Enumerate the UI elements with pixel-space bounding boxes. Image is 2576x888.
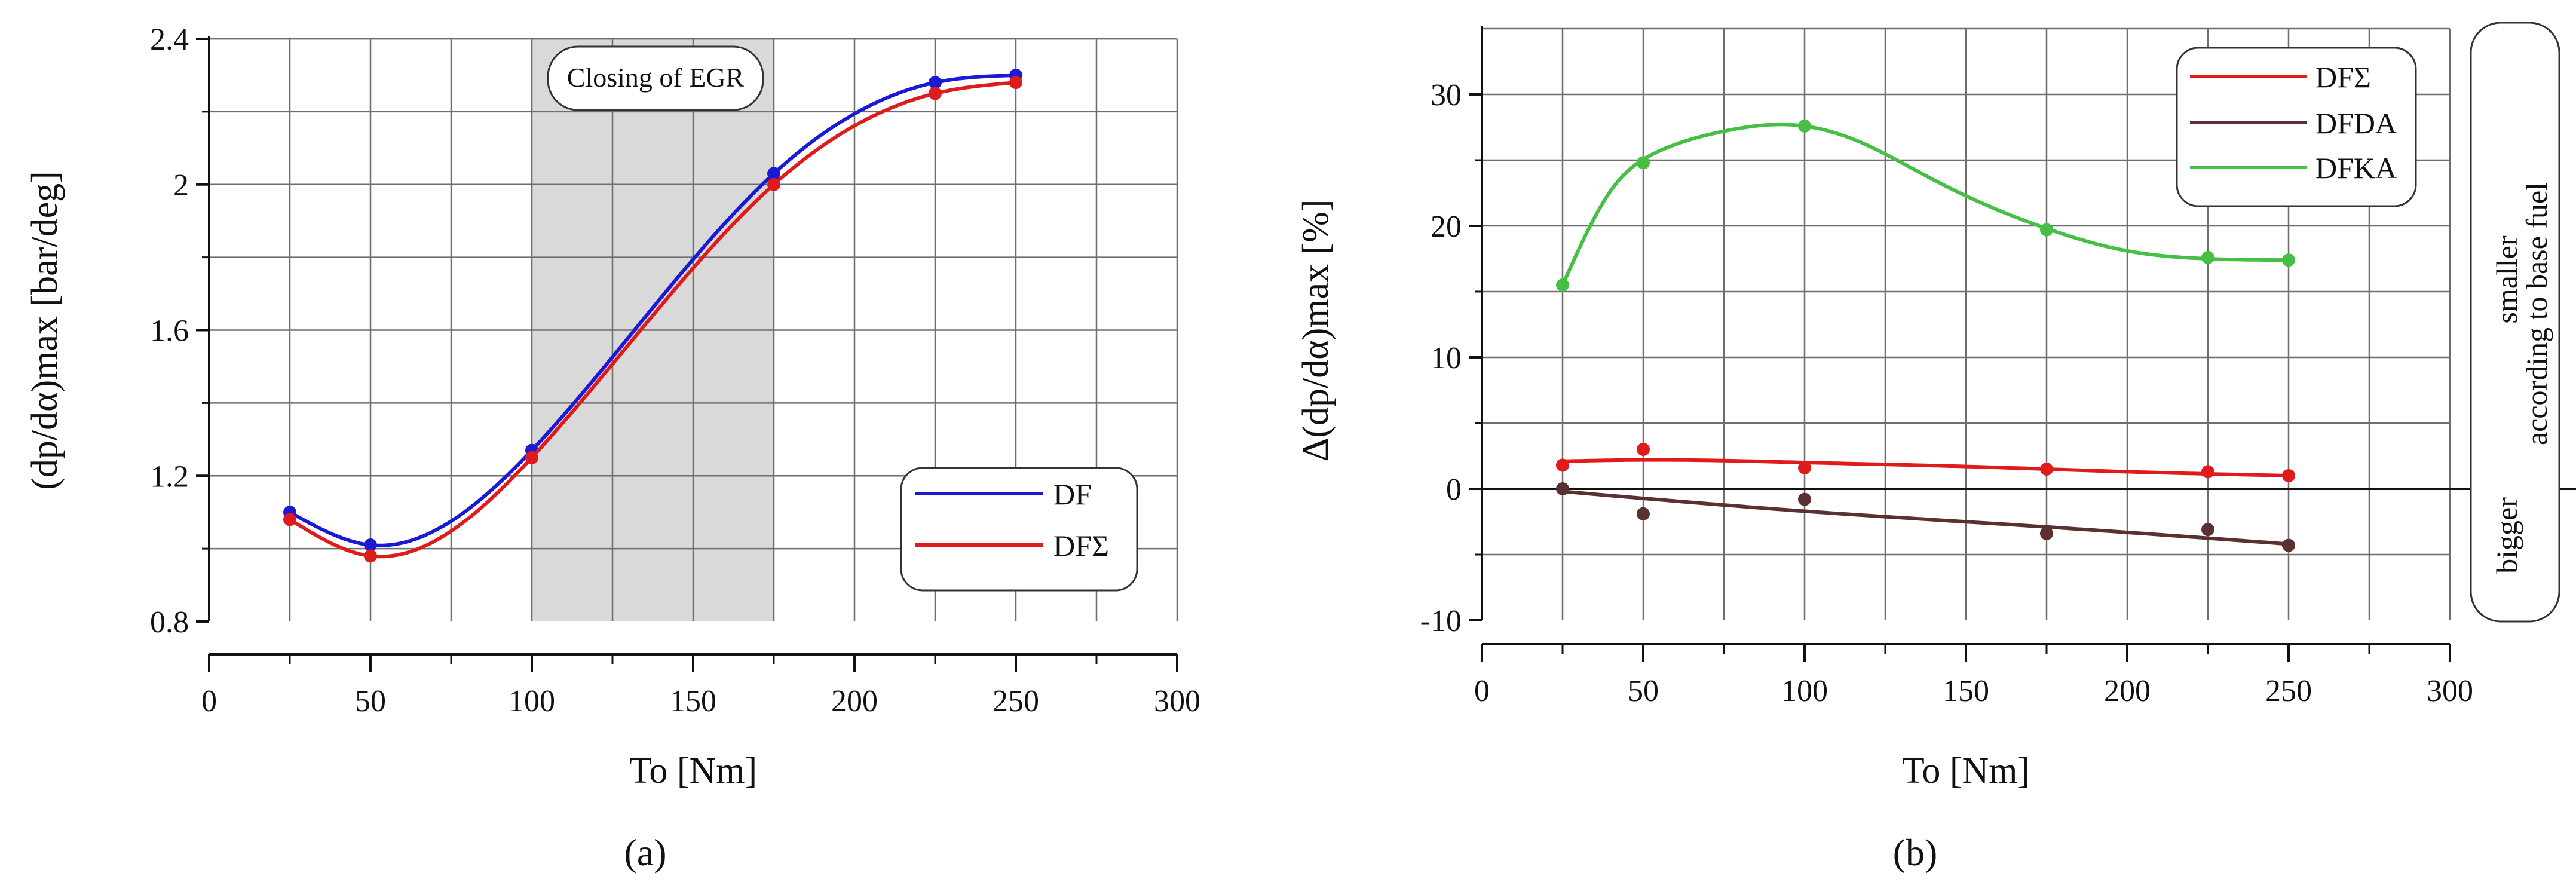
legend-box [900,467,1138,592]
x-axis-label: To [Nm] [629,751,757,791]
data-point-df [364,538,377,552]
data-point-dfsigma [767,177,780,191]
series-dfda [1556,482,2295,552]
series-dfsigma [283,76,1022,563]
data-point-dfsigma [525,451,538,464]
x-tick-label: 250 [993,684,1039,718]
data-point-dfda [2282,538,2295,552]
y-tick-label: 2 [173,169,189,203]
series-group [283,68,1022,563]
x-tick-label: 200 [831,684,878,718]
data-point-df [767,167,780,180]
chart-panel-b: -10 0 10 20 30 0 50 100 150 200 250 300 DFΣ DFDA D… [1295,22,2576,874]
grid [209,38,1178,621]
x-tick-label: 300 [1154,684,1200,718]
axes [1469,26,2576,662]
x-axis-label: To [Nm] [1902,751,2030,791]
data-point-dfka [1556,278,1569,292]
y-tick-label: 20 [1431,210,1462,244]
data-point-dfsigma [283,513,296,526]
y-tick-label: 30 [1431,78,1462,112]
legend-label-dfsigma: DFΣ [1053,529,1109,562]
y-axis-label: (dp/dα)max [bar/deg] [24,171,65,489]
x-tick-label: 300 [2427,674,2473,708]
data-point-dfsigma [929,87,942,100]
data-point-dfda [2201,523,2214,537]
x-tick-label: 0 [1474,674,1490,708]
data-point-dfsigma [1009,76,1022,90]
x-tick-label: 100 [1781,674,1828,708]
side-annotation-smaller: smaller [2490,235,2523,324]
y-tick-label: 1.6 [150,314,189,348]
y-tick-label: 10 [1431,341,1462,375]
series-line-dfsigma [1562,458,2289,477]
side-annotation-box [2470,22,2560,623]
series-dfka [1556,119,2295,292]
data-point-dfka [2201,250,2214,264]
side-annotation-base-fuel: according to base fuel [2520,182,2553,445]
data-point-dfda [2040,526,2053,540]
data-point-df [929,76,942,90]
y-tick-label: 2.4 [150,23,189,57]
y-tick-label: 0.8 [150,605,189,639]
legend-label-df: DF [1053,477,1092,511]
y-tick-labels: 0.8 1.2 1.6 2 2.4 [150,23,189,639]
data-point-dfka [1798,119,1811,133]
x-tick-labels: 0 50 100 150 200 250 300 [1474,674,2473,708]
x-tick-label: 150 [1943,674,1989,708]
y-tick-label: -10 [1420,604,1462,638]
x-tick-label: 200 [2104,674,2151,708]
axes [196,36,1178,672]
series-df [283,68,1022,552]
data-point-dfka [2282,253,2295,267]
series-dfsigma [1556,443,2295,482]
data-point-dfsigma [2201,465,2214,479]
y-tick-label: 1.2 [150,460,189,494]
egr-annotation: Closing of EGR [547,45,764,111]
egr-annotation-label: Closing of EGR [567,62,745,93]
egr-annotation-box [547,45,764,111]
series-line-dfsigma [289,81,1016,559]
data-point-dfsigma [1556,458,1569,472]
data-point-dfsigma [1798,461,1811,474]
data-point-dfsigma [2040,463,2053,476]
legend-label-dfsigma: DFΣ [2315,60,2371,94]
caption-b: (b) [1893,831,1938,874]
y-axis-label: Δ(dp/dα)max [%] [1295,199,1336,461]
x-tick-labels: 0 50 100 150 200 250 300 [201,684,1200,718]
side-annotation-bigger: bigger [2490,497,2523,574]
data-point-dfsigma [2282,469,2295,482]
series-line-dfda [1562,489,2289,546]
data-point-dfsigma [364,549,377,563]
x-tick-label: 100 [509,684,555,718]
x-tick-label: 250 [2265,674,2312,708]
x-tick-label: 50 [355,684,386,718]
data-point-dfka [2040,223,2053,237]
data-point-dfka [1637,156,1650,170]
x-tick-label: 150 [670,684,716,718]
series-group [1556,119,2295,552]
x-tick-label: 0 [201,684,217,718]
chart-panel-a: 0.8 1.2 1.6 2 2.4 0 50 100 150 200 250 300 Closing… [24,23,1200,874]
y-tick-label: 0 [1446,473,1462,507]
legend: DF DFΣ [900,467,1138,592]
data-point-dfsigma [1637,443,1650,456]
data-point-dfda [1556,482,1569,495]
data-point-dfda [1637,507,1650,520]
legend: DFΣ DFDA DFKA [2176,47,2417,207]
y-tick-labels: -10 0 10 20 30 [1420,78,1462,638]
side-annotation: smaller according to base fuel bigger [2470,22,2560,623]
data-point-dfda [1798,492,1811,506]
x-tick-label: 50 [1628,674,1659,708]
legend-label-dfka: DFKA [2315,151,2397,185]
series-line-df [289,73,1016,547]
caption-a: (a) [624,831,666,874]
legend-label-dfda: DFDA [2315,106,2397,140]
